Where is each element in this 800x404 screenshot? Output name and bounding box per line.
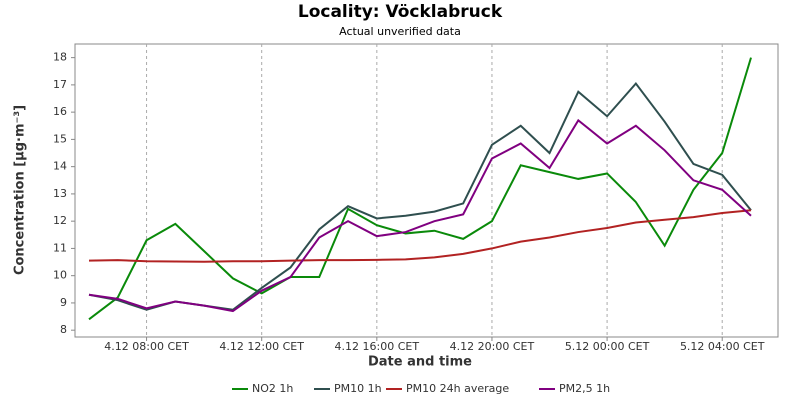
- x-tick-label: 4.12 12:00 CET: [219, 340, 304, 353]
- y-tick-label: 12: [53, 214, 67, 227]
- legend-label: PM10 24h average: [406, 382, 509, 395]
- y-tick-label: 8: [60, 323, 67, 336]
- plot-area: [74, 43, 779, 338]
- series-line: [88, 81, 752, 311]
- legend-label: PM10 1h: [334, 382, 382, 395]
- legend-label: NO2 1h: [252, 382, 293, 395]
- x-tick-label: 5.12 00:00 CET: [565, 340, 650, 353]
- y-axis-label: Concentration [µg·m⁻³]: [13, 105, 28, 275]
- series-line: [88, 209, 752, 263]
- series-line: [88, 57, 752, 321]
- chart-title: Locality: Vöcklabruck: [298, 2, 503, 22]
- chart-subtitle: Actual unverified data: [339, 25, 461, 38]
- x-tick-label: 5.12 04:00 CET: [680, 340, 765, 353]
- y-tick-label: 18: [53, 51, 67, 64]
- legend-label: PM2,5 1h: [559, 382, 610, 395]
- y-tick-label: 11: [53, 241, 67, 254]
- series-line: [88, 118, 752, 313]
- y-tick-label: 9: [60, 296, 67, 309]
- x-axis-label: Date and time: [368, 355, 472, 370]
- y-tick-label: 17: [53, 78, 67, 91]
- x-tick-label: 4.12 08:00 CET: [104, 340, 189, 353]
- y-tick-label: 15: [53, 132, 67, 145]
- y-tick-label: 14: [53, 160, 67, 173]
- y-tick-label: 10: [53, 269, 67, 282]
- y-tick-label: 16: [53, 105, 67, 118]
- y-tick-label: 13: [53, 187, 67, 200]
- x-tick-label: 4.12 16:00 CET: [335, 340, 420, 353]
- x-tick-label: 4.12 20:00 CET: [450, 340, 535, 353]
